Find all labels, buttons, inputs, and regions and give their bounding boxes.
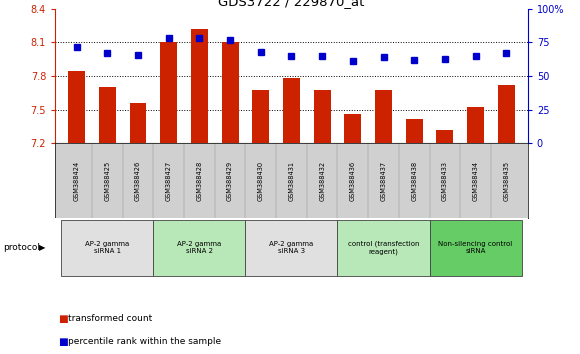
Text: transformed count: transformed count [68, 314, 153, 323]
Text: ■: ■ [58, 314, 68, 324]
Text: GSM388428: GSM388428 [197, 160, 202, 201]
Text: GSM388434: GSM388434 [473, 160, 478, 201]
Text: GSM388427: GSM388427 [166, 160, 172, 201]
Bar [406, 119, 423, 143]
Text: GSM388424: GSM388424 [74, 160, 79, 201]
FancyBboxPatch shape [61, 219, 153, 276]
Text: AP-2 gamma
siRNA 3: AP-2 gamma siRNA 3 [269, 241, 314, 254]
Bar [129, 103, 146, 143]
Title: GDS3722 / 229870_at: GDS3722 / 229870_at [218, 0, 365, 8]
Text: GSM388432: GSM388432 [319, 160, 325, 201]
FancyBboxPatch shape [245, 219, 338, 276]
Bar [68, 70, 85, 143]
Text: percentile rank within the sample: percentile rank within the sample [68, 337, 222, 346]
Bar [99, 87, 116, 143]
Text: GSM388433: GSM388433 [442, 161, 448, 200]
Text: GSM388435: GSM388435 [503, 160, 509, 201]
Bar [160, 42, 177, 143]
FancyBboxPatch shape [153, 219, 245, 276]
Text: AP-2 gamma
siRNA 2: AP-2 gamma siRNA 2 [177, 241, 222, 254]
Text: ▶: ▶ [38, 243, 45, 252]
FancyBboxPatch shape [430, 219, 521, 276]
Text: GSM388430: GSM388430 [258, 160, 264, 201]
Bar [191, 29, 208, 143]
Text: Non-silencing control
siRNA: Non-silencing control siRNA [438, 241, 513, 254]
Bar [437, 130, 454, 143]
Bar [314, 90, 331, 143]
Bar [345, 114, 361, 143]
Text: AP-2 gamma
siRNA 1: AP-2 gamma siRNA 1 [85, 241, 129, 254]
Text: control (transfection
reagent): control (transfection reagent) [348, 241, 419, 255]
Bar [222, 42, 238, 143]
Bar [375, 90, 392, 143]
Bar [283, 78, 300, 143]
Bar [252, 90, 269, 143]
Bar [467, 108, 484, 143]
Text: ■: ■ [58, 337, 68, 347]
Text: protocol: protocol [3, 243, 40, 252]
Text: GSM388437: GSM388437 [380, 160, 386, 201]
FancyBboxPatch shape [338, 219, 430, 276]
Bar [498, 85, 515, 143]
Text: GSM388438: GSM388438 [411, 160, 417, 201]
Text: GSM388426: GSM388426 [135, 160, 141, 201]
Text: GSM388436: GSM388436 [350, 160, 356, 201]
Text: GSM388431: GSM388431 [288, 161, 295, 200]
Text: GSM388425: GSM388425 [104, 160, 110, 201]
Text: GSM388429: GSM388429 [227, 160, 233, 201]
